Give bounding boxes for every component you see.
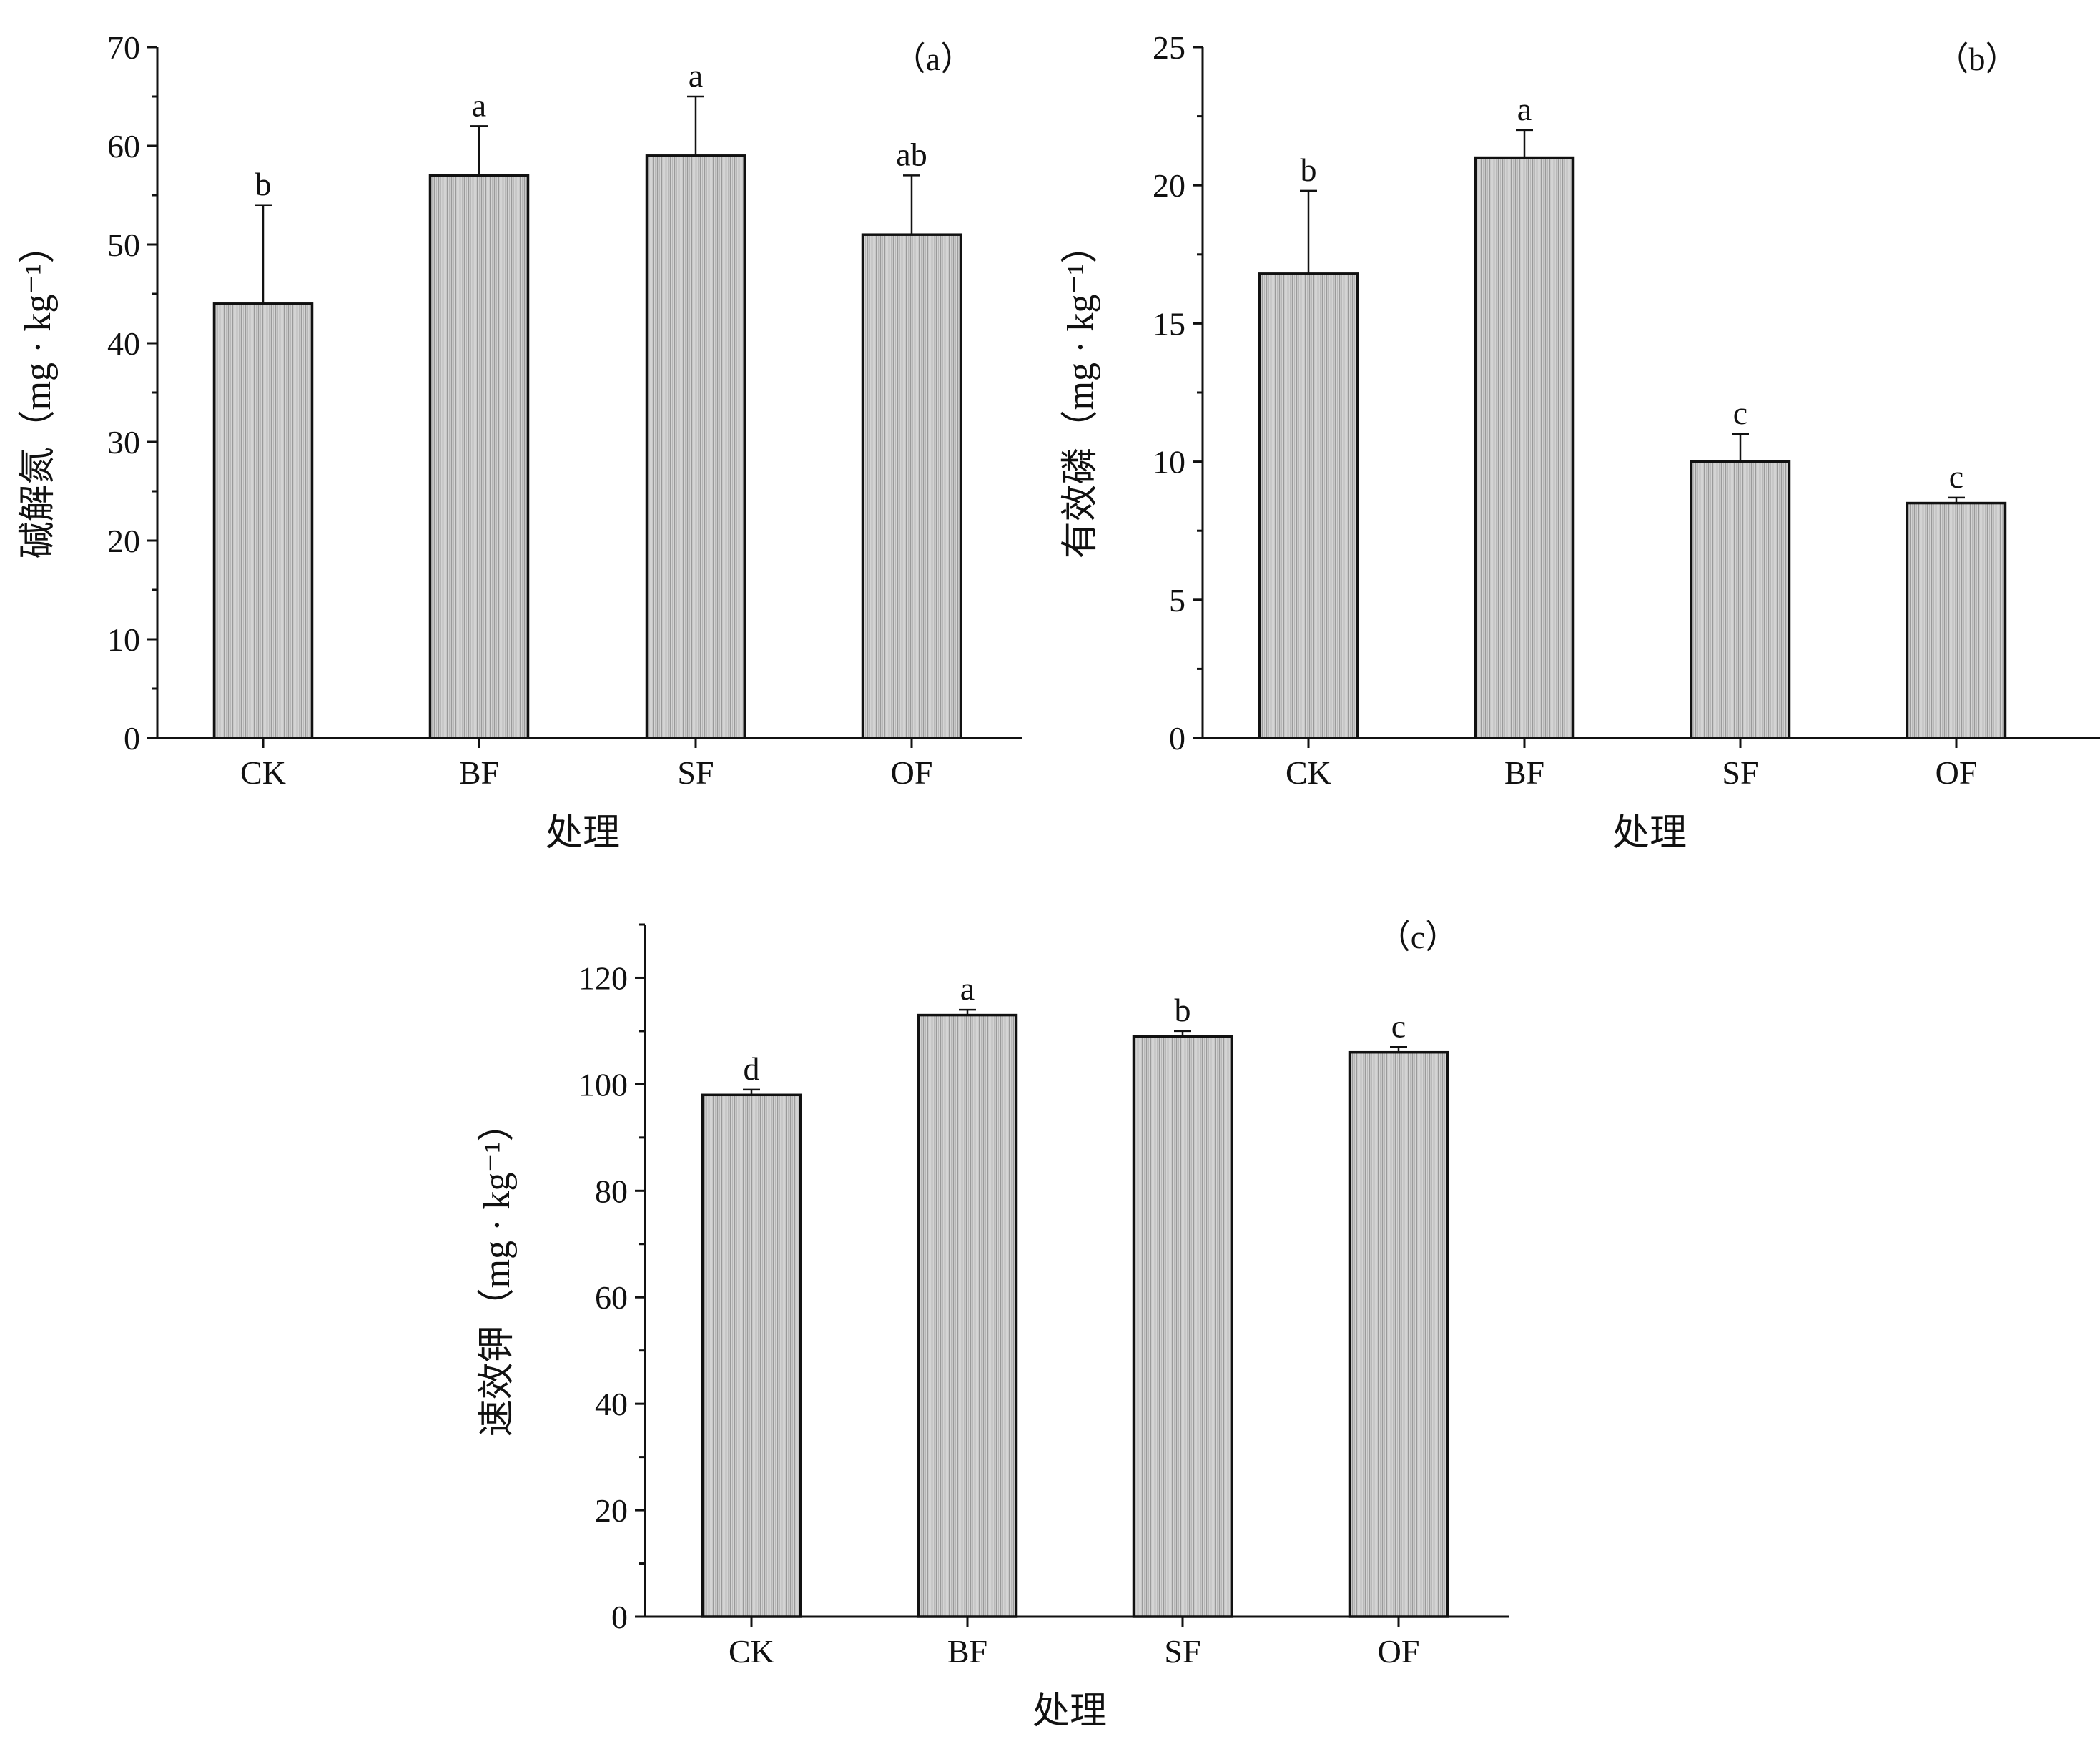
x-tick-label: OF	[891, 754, 933, 791]
y-tick-label: 10	[107, 621, 140, 658]
y-tick-label: 20	[595, 1492, 628, 1529]
significance-label: c	[1391, 1008, 1406, 1044]
x-tick-label: CK	[240, 754, 286, 791]
x-axis-title: 处理	[1032, 1691, 1107, 1732]
x-tick-label: SF	[1164, 1633, 1201, 1670]
panel-b: 0 5 10 15 20 25 b CK a BF c SF c OF （b） 处理 有效磷（mg · kg⁻¹…	[1060, 29, 2100, 854]
bar-of	[1906, 501, 2007, 739]
significance-label: c	[1949, 458, 1963, 495]
bar-bf	[1474, 156, 1575, 739]
x-tick-label: SF	[677, 754, 714, 791]
significance-label: a	[472, 87, 486, 123]
bar-sf	[645, 154, 746, 739]
x-tick-label: OF	[1936, 754, 1978, 791]
y-tick-label: 30	[107, 424, 140, 460]
y-tick-label: 10	[1153, 444, 1185, 481]
y-tick-label: 60	[595, 1279, 628, 1316]
y-tick-label: 60	[107, 128, 140, 164]
y-tick-label: 0	[124, 720, 140, 757]
y-tick-label: 0	[611, 1599, 628, 1635]
y-tick-label: 40	[107, 325, 140, 362]
significance-label: b	[1175, 992, 1191, 1028]
significance-label: ab	[896, 136, 927, 172]
significance-label: c	[1733, 395, 1747, 431]
x-tick-label: CK	[729, 1633, 774, 1670]
panel-label: （a）	[893, 41, 973, 77]
y-tick-label: 100	[578, 1066, 628, 1103]
x-tick-label: BF	[459, 754, 499, 791]
significance-label: b	[1301, 152, 1317, 188]
bar-bf	[917, 1013, 1018, 1618]
bar-of	[861, 233, 962, 739]
significance-label: a	[689, 57, 703, 94]
y-tick-label: 70	[107, 29, 140, 66]
y-tick-label: 80	[595, 1173, 628, 1209]
significance-label: a	[1517, 91, 1532, 127]
y-tick-label: 0	[1169, 720, 1185, 757]
bar-sf	[1690, 460, 1791, 739]
y-tick-label: 40	[595, 1386, 628, 1422]
x-tick-label: CK	[1286, 754, 1331, 791]
y-tick-label: 20	[1153, 167, 1185, 204]
y-tick-label: 20	[107, 523, 140, 559]
x-axis-title: 处理	[1612, 813, 1687, 854]
y-axis-title: 碱解氮（mg · kg⁻¹）	[18, 227, 59, 559]
y-tick-label: 120	[578, 960, 628, 996]
panel-a: 0 10 20 30 40 50 60 70 b CK a BF a SF ab OF （a） 处理 碱解氮（mg …	[18, 29, 1022, 854]
bar-sf	[1132, 1035, 1233, 1618]
panel-c: 0 20 40 60 80 100 120 d CK a BF b SF c OF （c） 处理 速效钾（mg ·…	[477, 919, 1509, 1732]
x-axis-title: 处理	[546, 813, 620, 854]
y-tick-label: 15	[1153, 305, 1185, 342]
y-axis-title: 速效钾（mg · kg⁻¹）	[477, 1105, 518, 1437]
bar-bf	[428, 174, 530, 739]
bar-ck	[1258, 272, 1359, 739]
panel-label: （b）	[1936, 41, 2018, 77]
y-tick-label: 50	[107, 227, 140, 263]
bar-ck	[701, 1093, 802, 1618]
x-tick-label: BF	[947, 1633, 987, 1670]
significance-label: a	[960, 970, 975, 1007]
x-tick-label: SF	[1722, 754, 1758, 791]
x-tick-label: OF	[1378, 1633, 1420, 1670]
significance-label: d	[744, 1050, 760, 1087]
y-tick-label: 25	[1153, 29, 1185, 66]
bar-of	[1348, 1050, 1449, 1618]
panel-label: （c）	[1378, 919, 1458, 955]
y-axis-title: 有效磷（mg · kg⁻¹）	[1060, 227, 1101, 559]
y-tick-label: 5	[1169, 582, 1185, 619]
significance-label: b	[255, 166, 272, 202]
bar-ck	[212, 302, 314, 739]
x-tick-label: BF	[1504, 754, 1544, 791]
